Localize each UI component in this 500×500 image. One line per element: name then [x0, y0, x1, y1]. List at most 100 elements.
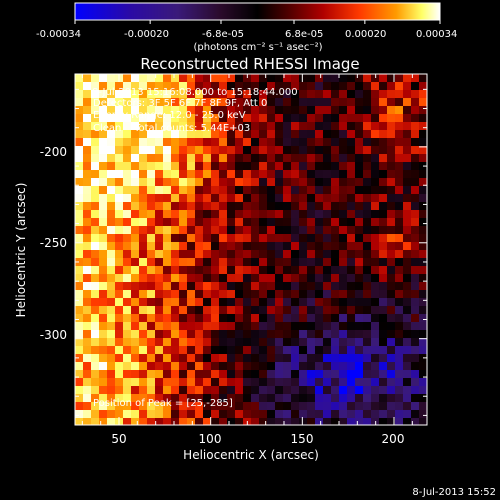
heatmap-cell	[403, 250, 411, 258]
heatmap-cell	[211, 266, 219, 274]
heatmap-cell	[75, 338, 83, 346]
heatmap-cell	[147, 202, 155, 210]
heatmap-cell	[291, 242, 299, 250]
heatmap-cell	[275, 242, 283, 250]
heatmap-cell	[243, 394, 251, 402]
heatmap-cell	[259, 346, 267, 354]
heatmap-cell	[243, 194, 251, 202]
heatmap-cell	[187, 354, 195, 362]
heatmap-cell	[83, 114, 91, 122]
heatmap-cell	[243, 274, 251, 282]
heatmap-cell	[403, 154, 411, 162]
heatmap-cell	[91, 346, 99, 354]
heatmap-cell	[267, 122, 275, 130]
heatmap-cell	[283, 210, 291, 218]
heatmap-cell	[267, 90, 275, 98]
heatmap-cell	[355, 290, 363, 298]
heatmap-cell	[155, 386, 163, 394]
heatmap-cell	[387, 322, 395, 330]
heatmap-cell	[235, 370, 243, 378]
heatmap-cell	[419, 186, 427, 194]
heatmap-cell	[139, 170, 147, 178]
heatmap-cell	[419, 330, 427, 338]
heatmap-cell	[315, 170, 323, 178]
heatmap-cell	[115, 386, 123, 394]
heatmap-cell	[155, 370, 163, 378]
heatmap-cell	[171, 354, 179, 362]
heatmap-cell	[331, 82, 339, 90]
heatmap-cell	[139, 290, 147, 298]
heatmap-cell	[347, 170, 355, 178]
heatmap-cell	[147, 282, 155, 290]
heatmap-cell	[339, 74, 347, 82]
heatmap-cell	[91, 298, 99, 306]
heatmap-cell	[131, 378, 139, 386]
heatmap-cell	[203, 186, 211, 194]
heatmap-cell	[147, 258, 155, 266]
heatmap-cell	[299, 74, 307, 82]
heatmap-cell	[347, 138, 355, 146]
heatmap-cell	[75, 370, 83, 378]
heatmap-cell	[83, 298, 91, 306]
heatmap-cell	[243, 354, 251, 362]
heatmap-cell	[307, 386, 315, 394]
heatmap-cell	[179, 170, 187, 178]
heatmap-cell	[403, 138, 411, 146]
heatmap-cell	[411, 306, 419, 314]
heatmap-cell	[283, 226, 291, 234]
heatmap-cell	[83, 194, 91, 202]
heatmap-cell	[251, 378, 259, 386]
heatmap-cell	[227, 378, 235, 386]
heatmap-cell	[147, 146, 155, 154]
heatmap-cell	[395, 210, 403, 218]
heatmap-cell	[323, 226, 331, 234]
heatmap-cell	[411, 210, 419, 218]
heatmap-cell	[107, 74, 115, 82]
heatmap-cell	[203, 194, 211, 202]
heatmap-cell	[395, 138, 403, 146]
heatmap-cell	[235, 394, 243, 402]
heatmap-cell	[283, 114, 291, 122]
heatmap-cell	[99, 402, 107, 410]
heatmap-cell	[299, 82, 307, 90]
heatmap-cell	[259, 178, 267, 186]
heatmap-cell	[75, 106, 83, 114]
heatmap-cell	[243, 170, 251, 178]
heatmap-cell	[115, 314, 123, 322]
heatmap-cell	[315, 98, 323, 106]
heatmap-cell	[411, 194, 419, 202]
heatmap-cell	[211, 98, 219, 106]
heatmap-cell	[419, 90, 427, 98]
heatmap-cell	[347, 330, 355, 338]
heatmap-cell	[259, 354, 267, 362]
heatmap-cell	[99, 282, 107, 290]
heatmap-cell	[115, 338, 123, 346]
heatmap-cell	[251, 402, 259, 410]
heatmap-cell	[387, 330, 395, 338]
heatmap-cell	[323, 282, 331, 290]
heatmap-cell	[139, 210, 147, 218]
heatmap-cell	[299, 178, 307, 186]
heatmap-cell	[259, 186, 267, 194]
heatmap-cell	[171, 234, 179, 242]
heatmap-cell	[395, 122, 403, 130]
heatmap-cell	[331, 338, 339, 346]
heatmap-cell	[91, 106, 99, 114]
heatmap-cell	[75, 322, 83, 330]
heatmap-cell	[219, 330, 227, 338]
heatmap-cell	[131, 122, 139, 130]
heatmap-cell	[363, 370, 371, 378]
heatmap-cell	[115, 298, 123, 306]
heatmap-cell	[235, 266, 243, 274]
heatmap-cell	[251, 330, 259, 338]
heatmap-cell	[187, 82, 195, 90]
heatmap-cell	[355, 186, 363, 194]
heatmap-cell	[187, 306, 195, 314]
heatmap-cell	[403, 362, 411, 370]
heatmap-cell	[403, 130, 411, 138]
heatmap-cell	[387, 314, 395, 322]
heatmap-cell	[211, 338, 219, 346]
heatmap-cell	[251, 370, 259, 378]
heatmap-cell	[387, 282, 395, 290]
heatmap-cell	[179, 202, 187, 210]
